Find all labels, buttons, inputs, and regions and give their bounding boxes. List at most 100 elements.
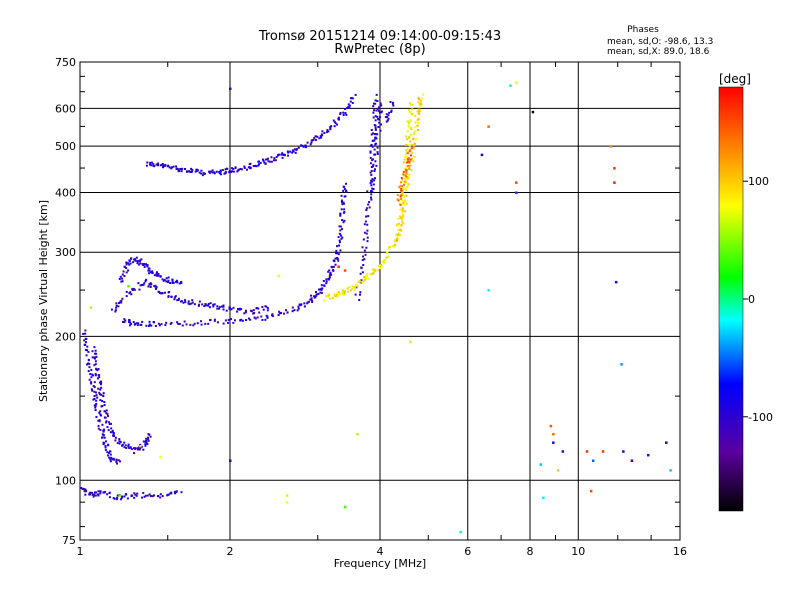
data-point <box>93 357 96 360</box>
data-point <box>360 279 363 282</box>
data-point <box>270 160 273 163</box>
data-point <box>374 137 377 140</box>
data-point <box>96 493 99 496</box>
data-point <box>363 223 366 226</box>
data-point <box>337 118 340 121</box>
data-point <box>160 323 163 326</box>
data-point <box>118 278 121 281</box>
data-point <box>401 215 404 218</box>
data-point <box>405 178 408 181</box>
data-point <box>397 228 400 231</box>
data-point <box>120 496 123 499</box>
data-point <box>355 283 358 286</box>
data-point <box>362 255 365 258</box>
data-point <box>88 363 91 366</box>
data-point <box>159 493 162 496</box>
data-point <box>299 304 302 307</box>
data-point <box>373 109 376 112</box>
data-point <box>120 301 123 304</box>
data-point <box>173 298 176 301</box>
data-point <box>89 306 93 309</box>
data-point <box>117 459 120 462</box>
data-point <box>363 278 366 281</box>
data-point <box>102 392 105 395</box>
data-point <box>300 144 303 147</box>
data-point <box>262 308 265 311</box>
data-point <box>149 161 152 164</box>
data-point <box>161 163 164 166</box>
data-point <box>669 469 672 472</box>
data-point <box>99 410 102 413</box>
data-point <box>99 388 102 391</box>
data-point <box>137 448 140 451</box>
data-point <box>515 181 518 184</box>
data-point <box>252 309 255 312</box>
data-point <box>261 158 264 161</box>
data-point <box>263 161 266 164</box>
data-point <box>366 273 369 276</box>
data-point <box>408 126 411 129</box>
data-point <box>614 280 618 284</box>
data-point <box>189 323 192 326</box>
data-point <box>157 162 160 165</box>
data-point <box>197 304 200 307</box>
data-point <box>408 144 411 147</box>
data-point <box>115 306 118 309</box>
data-point <box>187 302 190 305</box>
data-point <box>402 201 405 204</box>
data-point <box>399 197 402 200</box>
data-point <box>247 317 250 320</box>
data-point <box>403 180 406 183</box>
data-point <box>81 487 84 490</box>
data-point <box>104 410 107 413</box>
data-point <box>387 117 390 120</box>
data-point <box>106 413 109 416</box>
data-point <box>166 493 169 496</box>
data-point <box>310 139 313 142</box>
data-point <box>102 430 105 433</box>
data-point <box>367 203 370 206</box>
data-point <box>96 396 99 399</box>
data-point <box>348 106 351 109</box>
data-point <box>150 283 153 286</box>
data-point <box>124 319 127 322</box>
data-point <box>408 120 411 123</box>
data-point <box>404 155 407 158</box>
data-point <box>401 178 404 181</box>
data-point <box>145 437 148 440</box>
data-point <box>365 207 368 210</box>
data-point <box>327 293 330 296</box>
data-point <box>196 169 199 172</box>
data-point <box>272 315 275 318</box>
data-point <box>174 295 177 298</box>
data-point <box>124 444 127 447</box>
data-point <box>378 111 381 114</box>
data-point <box>403 158 406 161</box>
data-point <box>309 143 312 146</box>
data-point <box>118 442 121 445</box>
data-point <box>549 424 553 428</box>
data-point <box>230 167 233 170</box>
data-point <box>327 130 330 133</box>
data-point <box>348 286 351 289</box>
data-point <box>361 259 364 262</box>
data-point <box>459 530 462 534</box>
data-point <box>366 229 369 232</box>
data-point <box>90 382 93 385</box>
data-point <box>365 232 368 235</box>
data-point <box>338 244 341 247</box>
data-point <box>204 302 207 305</box>
data-point <box>130 495 133 498</box>
data-point <box>340 199 343 202</box>
data-point <box>408 173 411 176</box>
data-point <box>388 111 391 114</box>
data-point <box>94 360 97 363</box>
data-point <box>116 441 119 444</box>
data-point <box>140 496 143 499</box>
data-point <box>365 215 368 218</box>
data-point <box>371 178 374 181</box>
data-point <box>123 265 126 268</box>
data-point <box>318 137 321 140</box>
data-point <box>314 135 317 138</box>
data-point <box>416 124 419 127</box>
